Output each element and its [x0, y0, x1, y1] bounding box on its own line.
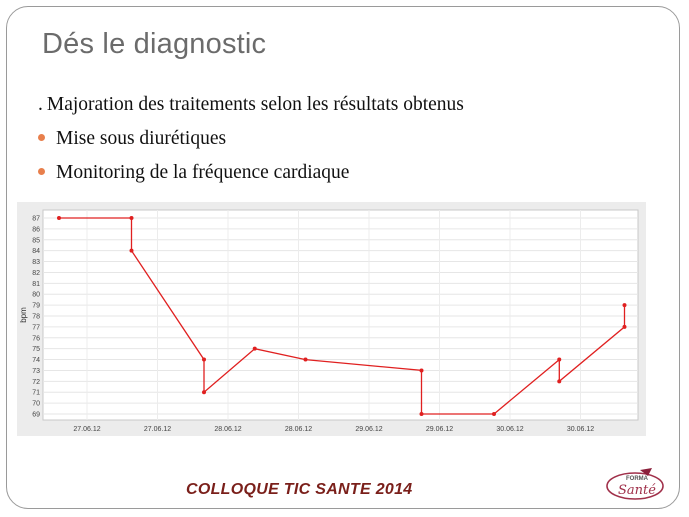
- y-tick-label: 70: [32, 401, 40, 408]
- data-point: [557, 357, 562, 362]
- y-tick-label: 87: [32, 216, 40, 223]
- y-tick-label: 84: [32, 248, 40, 255]
- data-point: [622, 303, 627, 308]
- footer-text: COLLOQUE TIC SANTE 2014: [186, 481, 413, 498]
- y-tick-label: 85: [32, 237, 40, 244]
- data-point: [492, 412, 496, 416]
- slide-title: Dés le diagnostic: [42, 28, 267, 60]
- x-tick-label: 30.06.12: [496, 426, 523, 433]
- y-tick-label: 72: [32, 379, 40, 386]
- plot-area: [42, 209, 639, 421]
- y-tick-label: 71: [32, 390, 40, 397]
- y-tick-label: 77: [32, 324, 40, 331]
- bullet-item-majoration: . Majoration des traitements selon les ré…: [38, 88, 464, 122]
- bullet-text: Majoration des traitements selon les rés…: [46, 94, 464, 115]
- x-tick-label: 28.06.12: [285, 426, 312, 433]
- bullet-list: . Majoration des traitements selon les ré…: [38, 88, 464, 190]
- y-tick-label: 74: [32, 357, 40, 364]
- y-tick-label: 79: [32, 303, 40, 310]
- logo-top-text: FORMA: [626, 476, 649, 482]
- y-axis-label: bpm: [19, 307, 28, 323]
- bullet-item-monitoring: Monitoring de la fréquence cardiaque: [38, 156, 464, 190]
- bullet-prefix: .: [38, 94, 43, 115]
- y-tick-label: 82: [32, 270, 40, 277]
- y-tick-label: 86: [32, 226, 40, 233]
- x-tick-label: 29.06.12: [355, 426, 382, 433]
- y-tick-label: 78: [32, 314, 40, 321]
- y-tick-label: 76: [32, 335, 40, 342]
- logo-bottom-text: Santé: [618, 483, 656, 498]
- y-tick-label: 75: [32, 346, 40, 353]
- x-tick-label: 27.06.12: [73, 426, 100, 433]
- bullet-dot-icon: [38, 168, 45, 176]
- x-tick-label: 30.06.12: [567, 426, 594, 433]
- data-point: [202, 390, 206, 395]
- bullet-text: Monitoring de la fréquence cardiaque: [56, 162, 350, 183]
- y-tick-label: 83: [32, 259, 40, 266]
- data-point: [129, 248, 134, 253]
- data-point: [419, 412, 424, 416]
- y-tick-label: 81: [32, 281, 40, 288]
- chart-svg: 69 70 71 72 73 74 75 76 77 78 79 80 81 82 83 84 85 86 87 27…: [19, 209, 639, 433]
- data-point: [252, 346, 257, 351]
- bullet-dot-icon: [38, 134, 45, 142]
- bullet-item-diuretiques: Mise sous diurétiques: [38, 122, 464, 156]
- y-tick-label: 80: [32, 292, 40, 299]
- data-point: [557, 379, 562, 384]
- series-line: [59, 217, 626, 415]
- x-tick-label: 29.06.12: [426, 426, 453, 433]
- heart-rate-chart: 69 70 71 72 73 74 75 76 77 78 79 80 81 82 83 84 85 86 87 27…: [17, 202, 646, 436]
- data-point: [202, 357, 206, 362]
- data-point: [57, 216, 61, 220]
- data-point: [622, 324, 627, 329]
- x-tick-label: 28.06.12: [214, 426, 241, 433]
- x-tick-label: 27.06.12: [144, 426, 171, 433]
- data-point: [129, 216, 134, 220]
- data-point: [419, 368, 424, 373]
- bullet-text: Mise sous diurétiques: [56, 128, 227, 149]
- y-tick-label: 73: [32, 368, 40, 375]
- data-point: [303, 357, 308, 362]
- forma-sante-logo: FORMA Santé: [606, 468, 664, 500]
- y-tick-label: 69: [32, 412, 40, 419]
